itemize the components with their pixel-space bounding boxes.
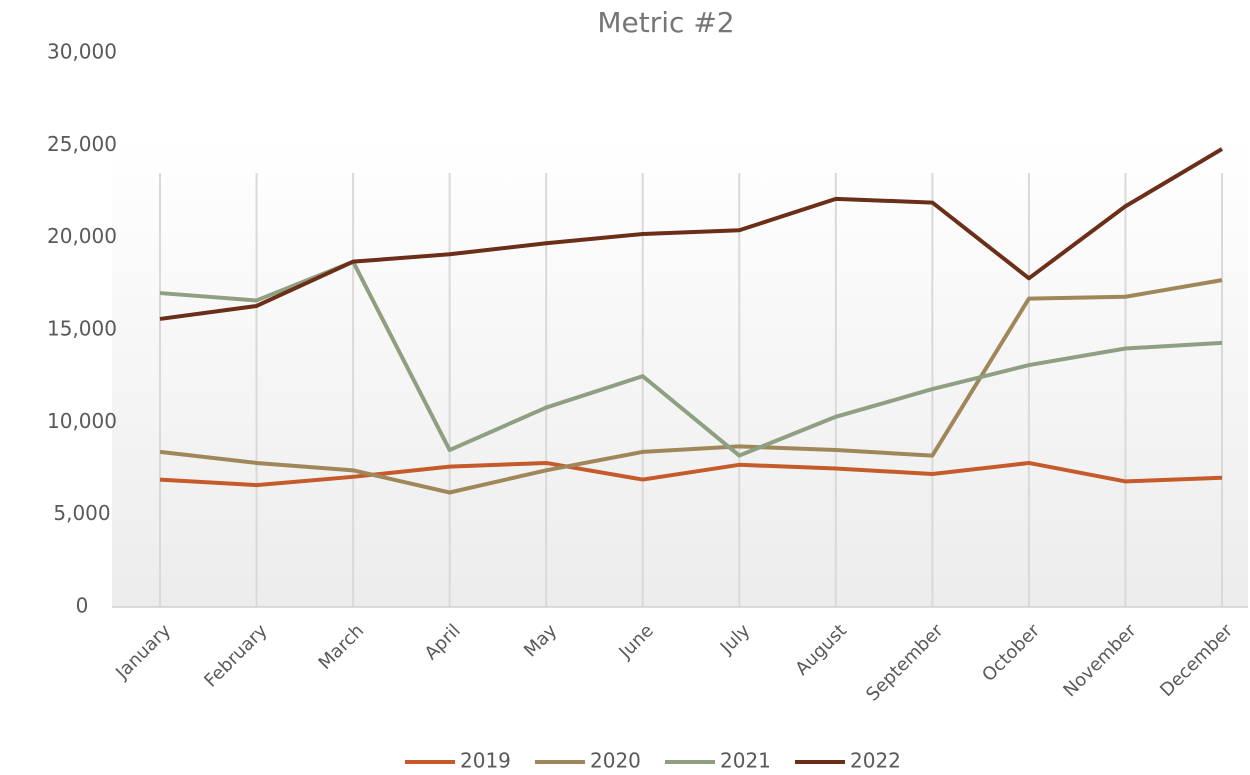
plot-background xyxy=(112,140,1248,607)
x-tick-label: February xyxy=(200,620,271,691)
y-tick-label: 20,000 xyxy=(47,224,117,248)
x-tick-label: April xyxy=(421,620,465,664)
x-tick-label: March xyxy=(315,620,369,674)
line-series xyxy=(159,147,1224,321)
legend-label: 2022 xyxy=(850,749,901,773)
legend-label: 2019 xyxy=(460,749,511,773)
y-tick-label: 10,000 xyxy=(47,409,117,433)
x-tick-label: June xyxy=(615,620,658,663)
line-series xyxy=(159,460,1223,488)
legend-label: 2020 xyxy=(590,749,641,773)
y-tick-label: 30,000 xyxy=(47,40,117,64)
legend-label: 2021 xyxy=(720,749,771,773)
x-tick-label: November xyxy=(1059,620,1140,701)
chart-title: Metric #2 xyxy=(597,6,734,39)
line-series xyxy=(159,278,1223,495)
x-tick-label: January xyxy=(111,620,175,684)
y-tick-label: 15,000 xyxy=(47,317,117,341)
x-tick-label: December xyxy=(1156,620,1237,701)
x-tick-label: August xyxy=(791,620,850,679)
x-tick-label: May xyxy=(520,620,561,661)
y-tick-label: 0 xyxy=(76,594,89,618)
x-tick-label: July xyxy=(716,620,755,659)
y-tick-label: 25,000 xyxy=(47,132,117,156)
x-tick-label: October xyxy=(978,620,1044,686)
x-tick-label: September xyxy=(862,620,948,706)
y-tick-label: 5,000 xyxy=(53,501,110,525)
